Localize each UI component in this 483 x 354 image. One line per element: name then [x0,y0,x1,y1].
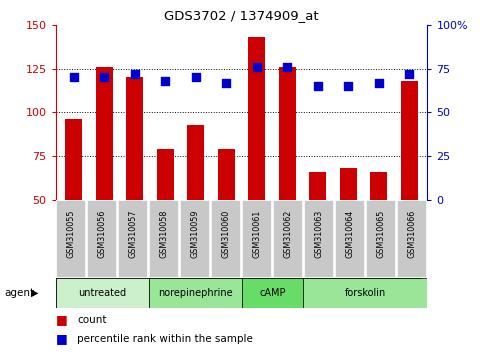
Bar [66,119,82,200]
Text: ■: ■ [56,332,67,345]
Bar [56,200,86,278]
Text: ▶: ▶ [31,288,39,298]
Point [405,71,413,77]
Bar [149,200,179,278]
Point [375,80,383,85]
Bar [335,200,365,278]
Point [314,83,322,89]
Bar [303,278,427,308]
Bar [309,172,326,200]
Text: GSM310064: GSM310064 [345,209,355,258]
Text: GSM310062: GSM310062 [284,209,293,258]
Point [284,64,291,70]
Text: GSM310066: GSM310066 [408,209,416,258]
Bar [127,78,143,200]
Text: GSM310056: GSM310056 [98,209,107,258]
Bar [211,200,241,278]
Bar [340,169,356,200]
Text: GDS3702 / 1374909_at: GDS3702 / 1374909_at [164,9,319,22]
Text: GSM310060: GSM310060 [222,209,230,258]
Bar [218,149,235,200]
Text: GSM310057: GSM310057 [128,209,138,258]
Point [253,64,261,70]
Bar [248,37,265,200]
Text: percentile rank within the sample: percentile rank within the sample [77,333,253,344]
Text: GSM310061: GSM310061 [253,209,261,258]
Bar [370,172,387,200]
Text: count: count [77,315,107,325]
Point [222,80,230,85]
Text: norepinephrine: norepinephrine [157,288,232,298]
Bar [187,125,204,200]
Point [344,83,352,89]
Bar [180,200,210,278]
Bar [87,200,117,278]
Bar [118,200,148,278]
Bar [397,200,427,278]
Text: cAMP: cAMP [259,288,286,298]
Point [192,75,199,80]
Bar [401,81,417,200]
Bar [56,278,149,308]
Text: ■: ■ [56,313,67,326]
Bar [96,67,113,200]
Bar [279,67,296,200]
Point [161,78,169,84]
Bar [242,200,272,278]
Bar [149,278,242,308]
Text: agent: agent [5,288,35,298]
Point [70,75,78,80]
Point [131,71,139,77]
Text: GSM310058: GSM310058 [159,209,169,258]
Text: GSM310065: GSM310065 [376,209,385,258]
Bar [304,200,334,278]
Bar [273,200,303,278]
Bar [366,200,396,278]
Bar [157,149,174,200]
Text: GSM310063: GSM310063 [314,209,324,258]
Text: GSM310059: GSM310059 [190,209,199,258]
Text: GSM310055: GSM310055 [67,209,75,258]
Text: forskolin: forskolin [345,288,386,298]
Text: untreated: untreated [78,288,126,298]
Point [100,75,108,80]
Bar [242,278,303,308]
